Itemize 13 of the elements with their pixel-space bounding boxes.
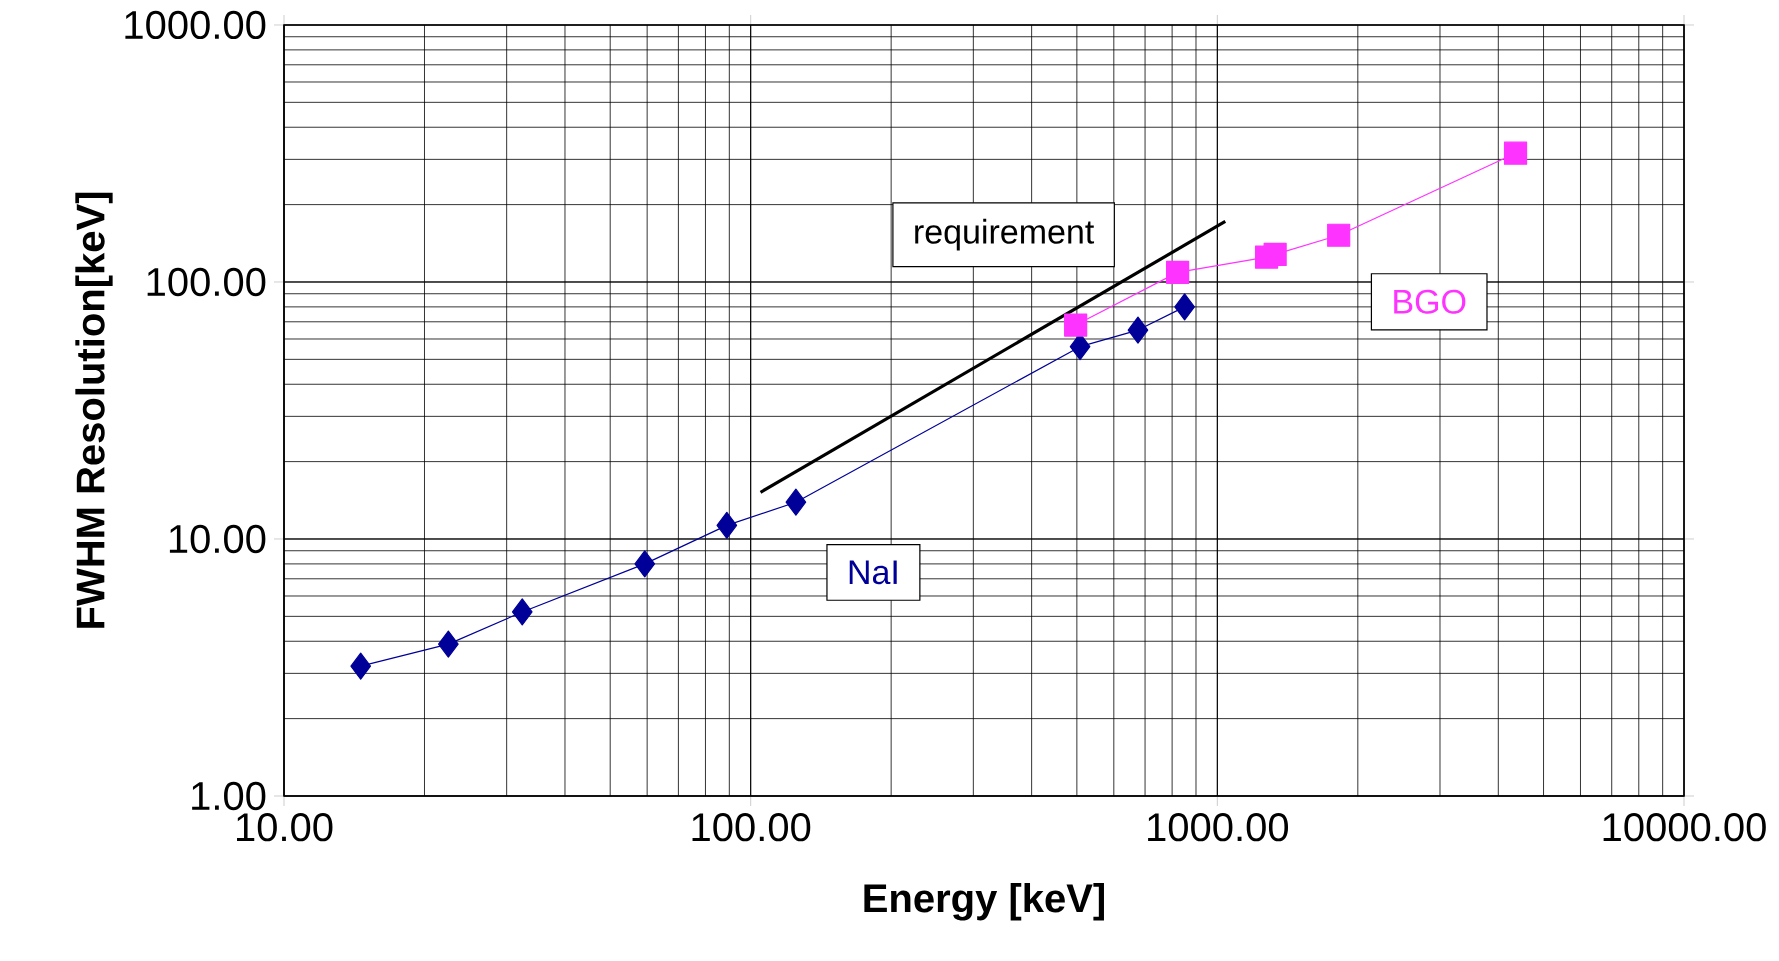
series-label: BGO	[1394, 289, 1466, 314]
x-axis-title: Energy [keV]	[864, 883, 1104, 921]
y-axis-title: FWHM Resolution[keV]	[75, 192, 113, 628]
x-tick-label: 100.00	[692, 813, 811, 842]
y-tick-label: 10.00	[169, 524, 266, 554]
y-tick-label: 100.00	[147, 267, 266, 297]
x-tick-label: 10.00	[237, 813, 333, 842]
series-label: requirement	[915, 218, 1095, 251]
y-tick-label: 1.00	[192, 781, 266, 811]
x-tick-label: 1000.00	[1148, 813, 1289, 842]
y-tick-label: 1000.00	[125, 10, 266, 40]
text: NaI	[849, 560, 897, 585]
x-tick-label: 10000.00	[1603, 813, 1766, 842]
